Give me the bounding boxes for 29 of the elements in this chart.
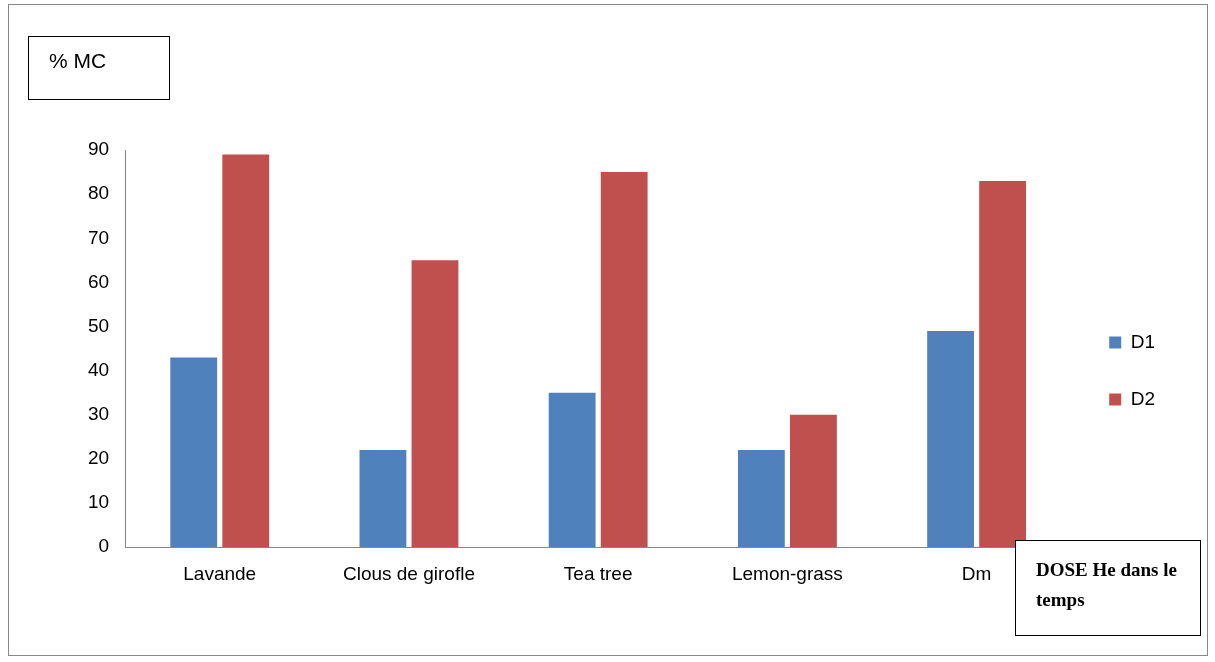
y-tick-label: 0	[98, 535, 110, 557]
x-tick-label: Lavande	[183, 562, 257, 584]
bar	[600, 172, 648, 548]
bar	[548, 392, 596, 548]
y-tick-label: 70	[87, 226, 110, 248]
y-axis-title: % MC	[28, 36, 170, 100]
x-tick-label: Dm	[961, 562, 992, 584]
bar	[979, 180, 1027, 548]
y-tick-label: 80	[87, 182, 110, 204]
x-tick-label: Tea tree	[563, 562, 633, 584]
y-tick-label: 50	[87, 314, 110, 336]
bar	[359, 450, 407, 548]
y-tick-label: 60	[87, 270, 110, 292]
legend-label: D2	[1130, 387, 1156, 409]
y-tick-label: 90	[87, 138, 110, 160]
x-tick-label: Clous de girofle	[342, 562, 475, 584]
y-tick-label: 30	[87, 403, 110, 425]
bar	[737, 450, 785, 548]
y-tick-label: 20	[87, 447, 110, 469]
bar	[411, 260, 459, 548]
y-tick-label: 10	[87, 491, 110, 513]
y-tick-label: 40	[87, 358, 110, 380]
bar	[170, 357, 218, 548]
legend-label: D1	[1130, 330, 1156, 352]
bar	[789, 414, 837, 548]
x-axis-title: DOSE He dans le temps	[1015, 540, 1201, 636]
bar	[927, 330, 974, 548]
bar	[222, 154, 270, 548]
x-tick-label: Lemon-grass	[731, 562, 843, 584]
